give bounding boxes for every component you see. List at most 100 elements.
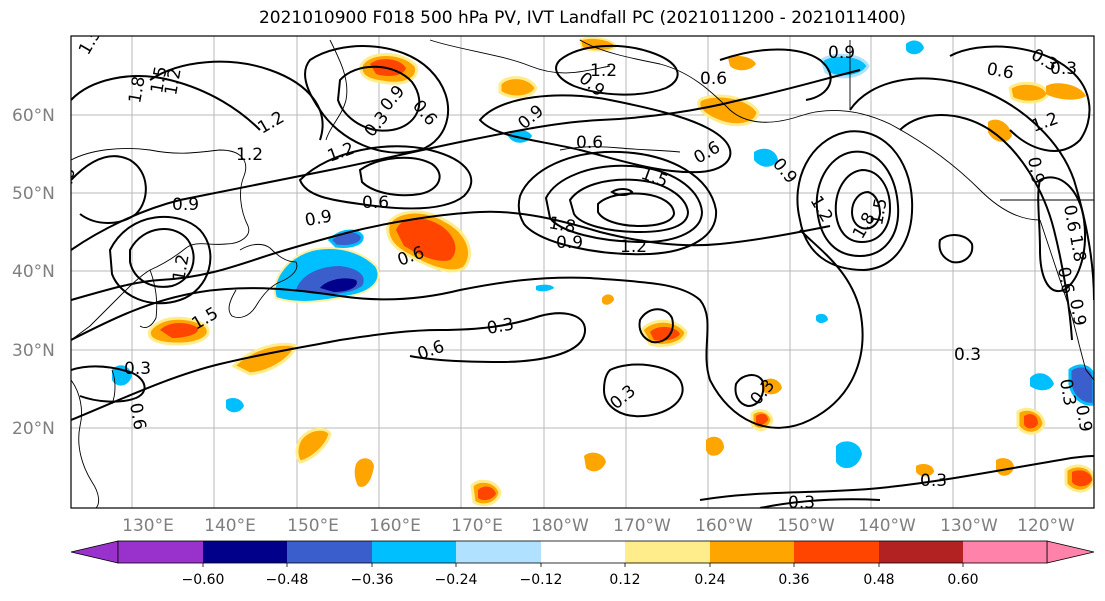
shade-positive: [1046, 83, 1086, 100]
coastline-japan: [228, 243, 298, 318]
shade-positive: [602, 294, 614, 305]
colorbar-segment: [879, 541, 963, 563]
coastline-kamchatka: [325, 39, 348, 141]
contour-line: [336, 65, 421, 132]
shade-positive: [1024, 414, 1038, 429]
contour-line: [734, 374, 765, 408]
shade-positive: [354, 458, 374, 487]
contour-line: [358, 156, 441, 197]
contour-line: [71, 210, 831, 301]
colorbar-tick-label: −0.24: [435, 572, 478, 588]
contour-label: 0.9: [172, 195, 199, 215]
shade-negative: [536, 284, 554, 292]
contour-label: 0.3: [124, 359, 151, 379]
contour-line: [719, 48, 832, 101]
shade-positive: [1072, 470, 1092, 487]
contour-label: 0.3: [485, 315, 515, 339]
colorbar-tick-label: 0.60: [947, 572, 978, 588]
contour-label: 1.8: [1065, 233, 1089, 263]
contour-line: [834, 168, 892, 244]
lon-label: 150°W: [777, 516, 835, 536]
shade-negative: [836, 441, 862, 469]
pv-contours: [71, 44, 1094, 508]
lon-label: 160°E: [369, 516, 421, 536]
colorbar-segment: [203, 541, 287, 563]
coastline-aleutians: [559, 146, 681, 153]
colorbar-segment: [710, 541, 794, 563]
shade-positive: [728, 56, 756, 71]
contour-line: [71, 75, 261, 131]
map-title: 2021010900 F018 500 hPa PV, IVT Landfall…: [258, 8, 906, 28]
contour-line: [699, 455, 1094, 501]
contour-label: 0.9: [1065, 297, 1089, 327]
contour-label: 0.9: [556, 233, 583, 253]
shade-negative: [1068, 364, 1094, 406]
shade-positive: [996, 458, 1014, 476]
contour-label: 0.6: [1059, 203, 1083, 233]
colorbar-tick-label: −0.36: [351, 572, 394, 588]
contour-label: 0.6: [985, 59, 1015, 83]
shade-positive: [498, 76, 538, 99]
contour-label: 0.9: [1023, 155, 1047, 185]
contour-label: 0.9: [303, 207, 333, 231]
coastline-siberia: [429, 39, 611, 74]
shade-negative: [226, 398, 244, 413]
contour-label: 0.6: [362, 193, 389, 213]
contour-label: 1.2: [169, 253, 193, 283]
contour-line: [478, 94, 732, 174]
shade-positive: [396, 218, 456, 261]
colorbar-tick-label: 0.36: [778, 572, 809, 588]
colorbar-min-extend: [70, 540, 119, 564]
colorbar-ticks: [202, 563, 964, 567]
contour-label: 0.6: [55, 167, 79, 197]
coastline-taiwan: [111, 369, 116, 405]
contour-label: 0.3: [920, 471, 947, 491]
coastline-asia: [71, 148, 250, 341]
pc-shading: [112, 37, 1094, 507]
colorbar-segment: [625, 541, 710, 563]
contour-line: [71, 69, 861, 251]
latitude-labels: 60°N 50°N 40°N 30°N 20°N: [12, 106, 55, 439]
colorbar-max-extend: [1046, 540, 1095, 564]
lon-label: 120°W: [1017, 516, 1075, 536]
coastline-north-america: [1039, 219, 1094, 381]
contour-line: [108, 215, 212, 305]
lon-label: 170°E: [451, 516, 503, 536]
colorbar-tick-label: 0.48: [863, 572, 894, 588]
contour-line: [796, 130, 914, 272]
contour-line: [71, 365, 146, 403]
colorbar-segment: [372, 541, 456, 563]
lon-label: 150°E: [287, 516, 339, 536]
lat-label: 50°N: [12, 184, 55, 204]
shade-positive: [478, 486, 496, 501]
contour-line: [938, 234, 974, 264]
lat-label: 60°N: [12, 106, 55, 126]
contour-label: 1.2: [590, 61, 617, 81]
contour-line: [850, 190, 882, 230]
contour-line: [544, 164, 704, 244]
contour-label: 0.6: [700, 69, 727, 89]
colorbar-segment: [287, 541, 372, 563]
contour-line: [129, 228, 195, 288]
shade-positive: [160, 323, 199, 338]
contour-line: [899, 114, 1073, 341]
lon-label: 180°W: [531, 516, 589, 536]
shade-positive: [697, 94, 760, 127]
contour-line: [638, 308, 674, 344]
contour-line: [71, 155, 147, 224]
shade-negative: [754, 148, 778, 167]
lat-label: 40°N: [12, 262, 55, 282]
longitude-labels: 130°E 140°E 150°E 160°E 170°E 180°W 170°…: [122, 516, 1075, 536]
contour-line: [949, 45, 1091, 152]
contour-label: 0.3: [1055, 377, 1079, 407]
contour-label: 0.6: [576, 133, 603, 153]
shade-negative: [1030, 373, 1054, 391]
contour-label: 1.5: [147, 65, 171, 95]
contour-label: 0.3: [1050, 59, 1077, 79]
contour-label: 1.2: [620, 237, 647, 257]
coastline-china: [71, 379, 100, 508]
contour-line: [568, 178, 690, 234]
lon-label: 140°W: [858, 516, 916, 536]
shade-negative: [816, 313, 828, 323]
